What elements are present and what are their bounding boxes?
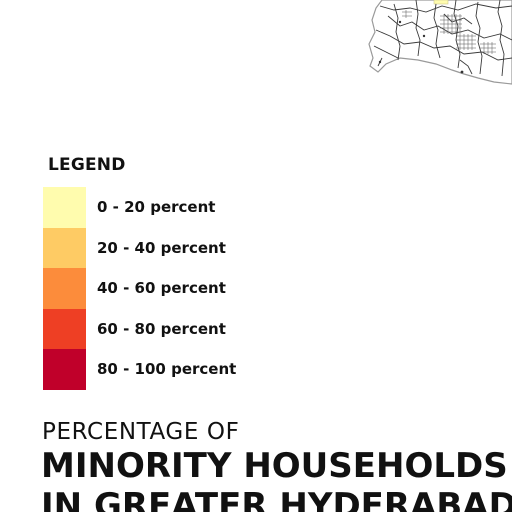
- legend-label: 0 - 20 percent: [97, 198, 216, 216]
- map-fragment: [360, 0, 512, 90]
- legend-swatch: [43, 227, 86, 269]
- road-network-map: [368, 0, 512, 85]
- map-subtitle: PERCENTAGE OF: [42, 419, 240, 445]
- map-markers: [378, 20, 464, 74]
- street-grid: [402, 10, 496, 54]
- map-title: MINORITY HOUSEHOLDS IN GREATER HYDERABAD: [41, 446, 512, 512]
- legend-swatch: [43, 187, 86, 228]
- region-boundary: [368, 0, 512, 85]
- legend-label: 20 - 40 percent: [97, 238, 226, 257]
- legend-swatch: [43, 268, 86, 309]
- legend-swatch: [43, 349, 86, 390]
- map-title-line-1: MINORITY HOUSEHOLDS: [41, 446, 508, 486]
- legend-title: LEGEND: [48, 155, 126, 175]
- legend-label: 80 - 100 percent: [97, 360, 237, 379]
- highlight-patch: [433, 0, 449, 5]
- legend-label: 40 - 60 percent: [97, 279, 226, 298]
- map-title-line-2: IN GREATER HYDERABAD: [41, 486, 512, 512]
- legend-label: 60 - 80 percent: [97, 319, 226, 338]
- legend-swatch: [43, 308, 86, 350]
